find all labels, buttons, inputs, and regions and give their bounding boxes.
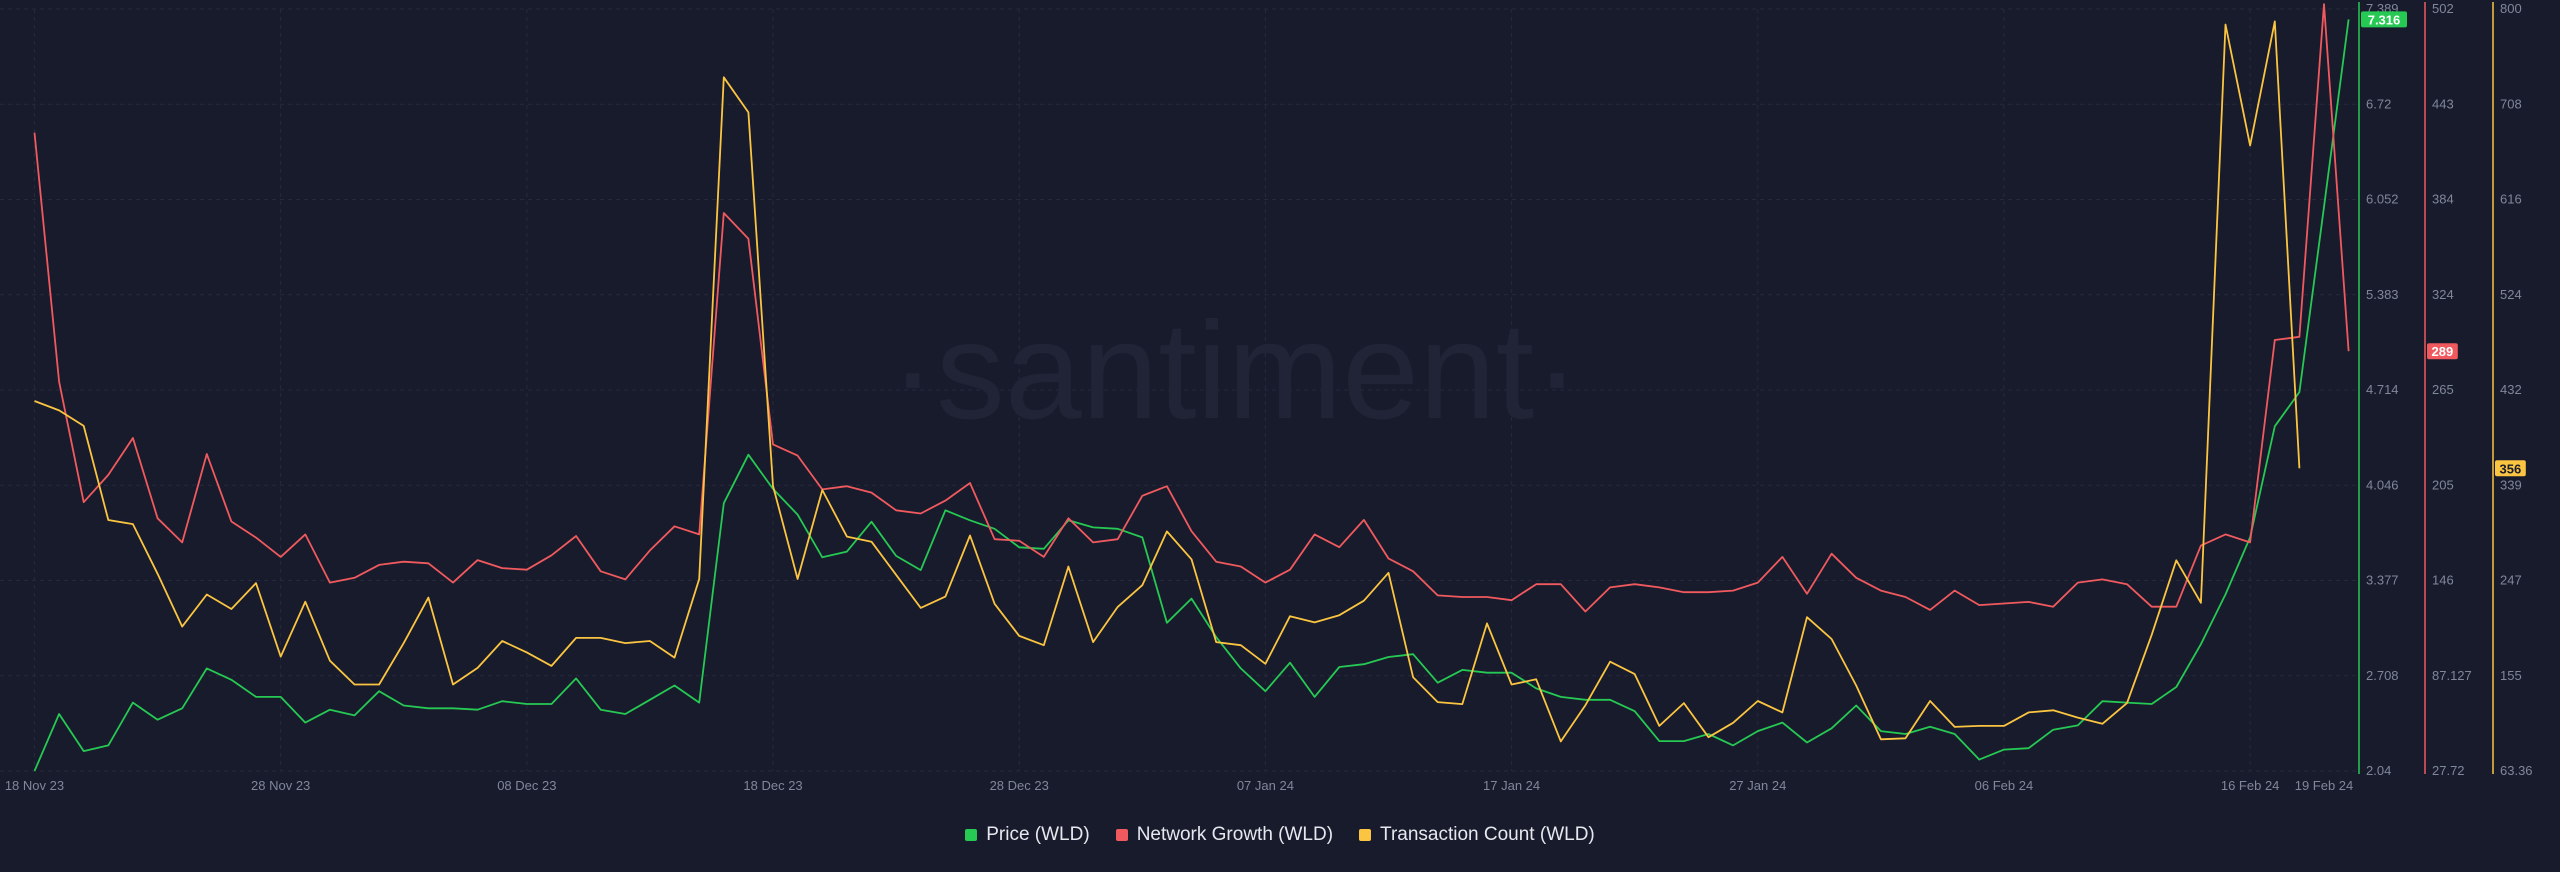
x-tick-label: 16 Feb 24 — [2221, 778, 2280, 793]
x-tick-label: 07 Jan 24 — [1237, 778, 1294, 793]
santiment-watermark: ·santiment· — [890, 294, 1580, 448]
legend-item-price[interactable]: Price (WLD) — [965, 824, 1090, 846]
x-tick-label: 17 Jan 24 — [1483, 778, 1540, 793]
legend-label-price: Price (WLD) — [986, 824, 1090, 845]
series-line-transaction-count — [34, 20, 2301, 743]
axis-tick-label-network-growth: 205 — [2432, 477, 2454, 492]
series-layer — [33, 3, 2350, 772]
axis-tick-label-price: 6.72 — [2366, 96, 2391, 111]
legend-swatch-network-growth — [1115, 829, 1128, 841]
axis-tick-label-price: 2.708 — [2366, 668, 2399, 683]
series-line-network-growth — [33, 3, 2350, 613]
axis-tick-label-network-growth: 27.72 — [2432, 763, 2465, 778]
axis-tick-label-transaction-count: 155 — [2500, 668, 2522, 683]
x-tick-label: 28 Dec 23 — [990, 778, 1049, 793]
current-value-label-price: 7.316 — [2368, 12, 2401, 27]
legend-swatch-price — [965, 829, 978, 841]
legend-item-network-growth[interactable]: Network Growth (WLD) — [1115, 824, 1334, 846]
current-value-badge-network-growth — [2427, 343, 2458, 360]
axis-tick-label-price: 2.04 — [2366, 763, 2391, 778]
axis-tick-label-price: 3.377 — [2366, 573, 2399, 588]
current-value-label-transaction-count: 356 — [2500, 461, 2522, 476]
legend-swatch-transaction-count — [1359, 829, 1372, 841]
grid-layer — [0, 8, 2356, 772]
axis-tick-label-transaction-count: 708 — [2500, 96, 2522, 111]
current-value-label-network-growth: 289 — [2432, 344, 2454, 359]
x-tick-label: 18 Dec 23 — [743, 778, 802, 793]
axis-tick-label-network-growth: 443 — [2432, 96, 2454, 111]
axis-tick-label-network-growth: 265 — [2432, 382, 2454, 397]
axis-tick-label-network-growth: 146 — [2432, 573, 2454, 588]
axis-tick-label-network-growth: 87.127 — [2432, 668, 2472, 683]
axis-tick-label-network-growth: 324 — [2432, 287, 2454, 302]
x-tick-label: 19 Feb 24 — [2295, 778, 2354, 793]
axis-tick-label-transaction-count: 800 — [2500, 1, 2522, 16]
axis-tick-label-transaction-count: 616 — [2500, 192, 2522, 207]
axis-tick-label-price: 5.383 — [2366, 287, 2399, 302]
axis-tick-label-transaction-count: 524 — [2500, 287, 2522, 302]
current-value-badge-transaction-count — [2495, 460, 2526, 477]
axis-tick-label-network-growth: 384 — [2432, 192, 2454, 207]
x-tick-label: 27 Jan 24 — [1729, 778, 1786, 793]
legend-label-network-growth: Network Growth (WLD) — [1136, 824, 1334, 845]
current-value-badge-price — [2361, 11, 2407, 28]
axis-tick-label-network-growth: 502 — [2432, 1, 2454, 16]
axis-tick-label-price: 4.714 — [2366, 382, 2399, 397]
x-tick-label: 28 Nov 23 — [251, 778, 310, 793]
legend-label-transaction-count: Transaction Count (WLD) — [1380, 824, 1595, 845]
axis-tick-label-price: 6.052 — [2366, 192, 2399, 207]
x-tick-label: 18 Nov 23 — [5, 778, 64, 793]
chart-legend: Price (WLD) Network Growth (WLD) Transac… — [0, 820, 2560, 850]
axis-layer: 18 Nov 23 28 Nov 23 08 Dec 23 18 Dec 23 28 D… — [5, 1, 2533, 793]
axis-tick-label-price: 4.046 — [2366, 477, 2399, 492]
axis-tick-label-transaction-count: 432 — [2500, 382, 2522, 397]
axis-tick-label-transaction-count: 247 — [2500, 573, 2522, 588]
series-line-price — [33, 19, 2350, 772]
axis-tick-label-transaction-count: 63.36 — [2500, 763, 2533, 778]
legend-item-transaction-count[interactable]: Transaction Count (WLD) — [1359, 824, 1595, 846]
x-tick-label: 06 Feb 24 — [1975, 778, 2034, 793]
x-tick-label: 08 Dec 23 — [497, 778, 556, 793]
axis-tick-label-transaction-count: 339 — [2500, 477, 2522, 492]
